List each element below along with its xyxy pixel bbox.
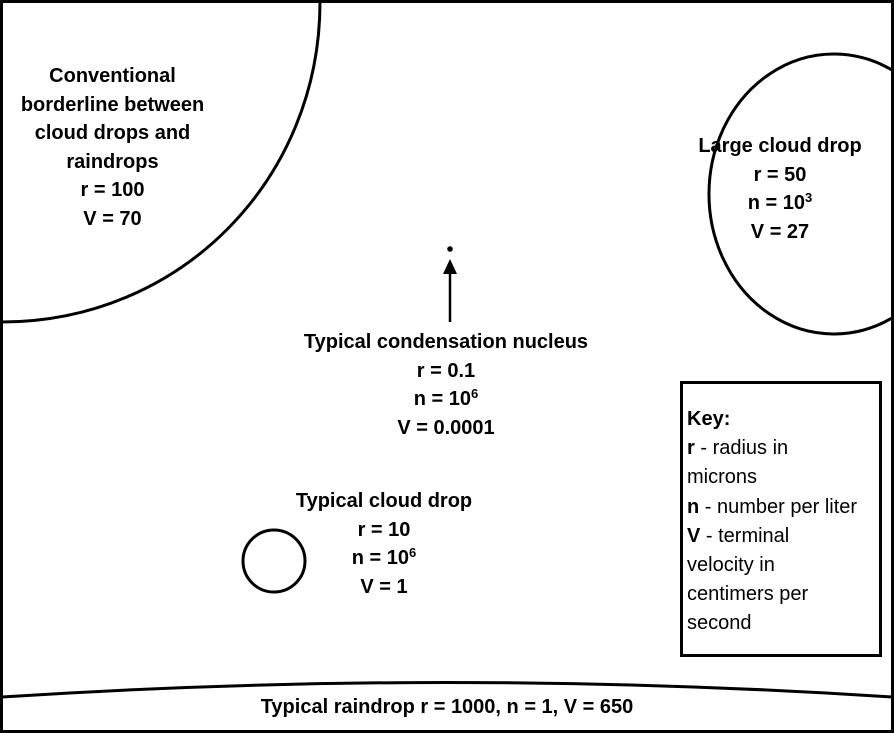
large-cloud-drop-label: Large cloud drop r = 50 n = 103 V = 27 [680, 132, 880, 246]
nucleus-count: n = 106 [413, 386, 479, 410]
raindrop-arc [1, 681, 893, 699]
borderline-label-line-3: cloud drops and [34, 122, 191, 144]
nucleus-arrowhead [443, 259, 457, 274]
condensation-nucleus-dot [447, 246, 453, 252]
key-velocity-entry-cont-2: centimers per [687, 583, 809, 606]
borderline-label-line-1: Conventional [49, 65, 176, 87]
cloud-drop-count: n = 106 [351, 545, 417, 569]
borderline-label-line-4: raindrops [66, 150, 159, 173]
large-drop-count: n = 103 [747, 190, 813, 214]
raindrop-label: Typical raindrop r = 1000, n = 1, V = 65… [150, 693, 744, 722]
cloud-drop-radius: r = 10 [357, 518, 411, 541]
large-cloud-drop-circle [707, 52, 893, 336]
key-title: Key: [687, 408, 731, 430]
cloud-drop-label: Typical cloud drop r = 10 n = 106 V = 1 [278, 487, 490, 601]
cloud-drop-circle [241, 528, 307, 594]
key-velocity-entry-cont-3: second [687, 612, 752, 635]
nucleus-radius: r = 0.1 [416, 359, 476, 382]
cloud-drop-velocity: V = 1 [360, 575, 408, 598]
borderline-radius: r = 100 [80, 179, 145, 201]
borderline-drop-circle [1, 1, 322, 324]
large-drop-velocity: V = 27 [750, 220, 810, 243]
nucleus-velocity: V = 0.0001 [397, 416, 495, 439]
key-text: Key: r - radius in microns n - number pe… [687, 405, 883, 639]
cloud-drop-title: Typical cloud drop [295, 490, 473, 512]
borderline-velocity: V = 70 [83, 207, 142, 230]
borderline-label-line-2: borderline between [20, 93, 205, 116]
raindrop-caption: Typical raindrop r = 1000, n = 1, V = 65… [260, 696, 634, 718]
large-drop-title: Large cloud drop [698, 135, 862, 157]
key-box [680, 381, 882, 657]
condensation-nucleus-label: Typical condensation nucleus r = 0.1 n =… [280, 328, 612, 442]
borderline-drop-label: Conventional borderline between cloud dr… [10, 62, 215, 233]
key-radius-entry: r - radius in [687, 437, 789, 460]
key-velocity-entry-cont-1: velocity in [687, 554, 775, 577]
key-number-entry: n - number per liter [687, 495, 858, 518]
key-velocity-entry: V - terminal [687, 524, 790, 547]
nucleus-title: Typical condensation nucleus [303, 331, 589, 353]
large-drop-radius: r = 50 [753, 163, 807, 186]
key-radius-entry-cont: microns [687, 466, 758, 489]
